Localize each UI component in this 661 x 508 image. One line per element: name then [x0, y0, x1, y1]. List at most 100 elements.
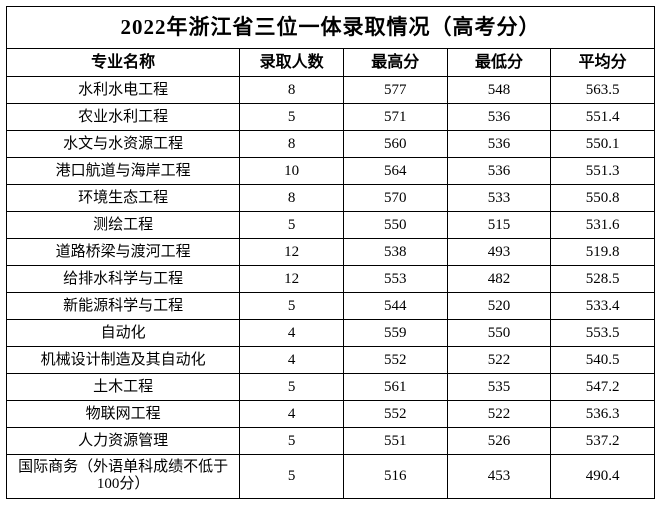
- table-row: 国际商务（外语单科成绩不低于100分）5516453490.4: [7, 455, 655, 499]
- header-name: 专业名称: [7, 49, 240, 77]
- table-row: 港口航道与海岸工程10564536551.3: [7, 158, 655, 185]
- cell-min: 515: [447, 212, 551, 239]
- cell-count: 8: [240, 185, 344, 212]
- cell-max: 577: [343, 77, 447, 104]
- cell-avg: 519.8: [551, 239, 655, 266]
- cell-min: 536: [447, 104, 551, 131]
- cell-name: 土木工程: [7, 374, 240, 401]
- cell-max: 516: [343, 455, 447, 499]
- cell-avg: 531.6: [551, 212, 655, 239]
- cell-name: 道路桥梁与渡河工程: [7, 239, 240, 266]
- cell-min: 533: [447, 185, 551, 212]
- cell-name: 新能源科学与工程: [7, 293, 240, 320]
- cell-name: 人力资源管理: [7, 428, 240, 455]
- cell-count: 5: [240, 212, 344, 239]
- cell-max: 552: [343, 347, 447, 374]
- title-row: 2022年浙江省三位一体录取情况（高考分）: [7, 7, 655, 49]
- cell-name: 测绘工程: [7, 212, 240, 239]
- table-row: 给排水科学与工程12553482528.5: [7, 266, 655, 293]
- cell-count: 5: [240, 428, 344, 455]
- cell-min: 522: [447, 347, 551, 374]
- cell-avg: 536.3: [551, 401, 655, 428]
- cell-name: 自动化: [7, 320, 240, 347]
- cell-max: 538: [343, 239, 447, 266]
- table-row: 人力资源管理5551526537.2: [7, 428, 655, 455]
- cell-count: 12: [240, 239, 344, 266]
- cell-avg: 537.2: [551, 428, 655, 455]
- cell-name: 国际商务（外语单科成绩不低于100分）: [7, 455, 240, 499]
- cell-max: 551: [343, 428, 447, 455]
- cell-min: 522: [447, 401, 551, 428]
- cell-name: 农业水利工程: [7, 104, 240, 131]
- cell-count: 8: [240, 77, 344, 104]
- cell-avg: 550.8: [551, 185, 655, 212]
- cell-count: 4: [240, 347, 344, 374]
- cell-max: 570: [343, 185, 447, 212]
- header-avg: 平均分: [551, 49, 655, 77]
- header-max: 最高分: [343, 49, 447, 77]
- cell-min: 535: [447, 374, 551, 401]
- cell-avg: 490.4: [551, 455, 655, 499]
- table-row: 测绘工程5550515531.6: [7, 212, 655, 239]
- cell-max: 559: [343, 320, 447, 347]
- cell-max: 564: [343, 158, 447, 185]
- cell-avg: 540.5: [551, 347, 655, 374]
- table-row: 道路桥梁与渡河工程12538493519.8: [7, 239, 655, 266]
- cell-max: 561: [343, 374, 447, 401]
- cell-count: 5: [240, 455, 344, 499]
- header-count: 录取人数: [240, 49, 344, 77]
- cell-avg: 547.2: [551, 374, 655, 401]
- cell-min: 550: [447, 320, 551, 347]
- table-row: 物联网工程4552522536.3: [7, 401, 655, 428]
- table-row: 土木工程5561535547.2: [7, 374, 655, 401]
- cell-max: 552: [343, 401, 447, 428]
- cell-name: 环境生态工程: [7, 185, 240, 212]
- cell-avg: 563.5: [551, 77, 655, 104]
- cell-min: 548: [447, 77, 551, 104]
- cell-max: 571: [343, 104, 447, 131]
- cell-name: 物联网工程: [7, 401, 240, 428]
- cell-min: 536: [447, 131, 551, 158]
- cell-avg: 551.3: [551, 158, 655, 185]
- cell-avg: 533.4: [551, 293, 655, 320]
- table-body: 水利水电工程8577548563.5农业水利工程5571536551.4水文与水…: [7, 77, 655, 499]
- cell-min: 526: [447, 428, 551, 455]
- cell-avg: 528.5: [551, 266, 655, 293]
- cell-avg: 551.4: [551, 104, 655, 131]
- cell-count: 5: [240, 104, 344, 131]
- cell-count: 12: [240, 266, 344, 293]
- cell-name: 机械设计制造及其自动化: [7, 347, 240, 374]
- cell-name: 水利水电工程: [7, 77, 240, 104]
- cell-count: 4: [240, 401, 344, 428]
- cell-avg: 550.1: [551, 131, 655, 158]
- cell-min: 536: [447, 158, 551, 185]
- cell-count: 4: [240, 320, 344, 347]
- cell-name: 港口航道与海岸工程: [7, 158, 240, 185]
- cell-max: 550: [343, 212, 447, 239]
- cell-count: 10: [240, 158, 344, 185]
- cell-name: 水文与水资源工程: [7, 131, 240, 158]
- cell-max: 560: [343, 131, 447, 158]
- table-row: 新能源科学与工程5544520533.4: [7, 293, 655, 320]
- admission-table: 2022年浙江省三位一体录取情况（高考分） 专业名称 录取人数 最高分 最低分 …: [6, 6, 655, 499]
- header-row: 专业名称 录取人数 最高分 最低分 平均分: [7, 49, 655, 77]
- table-title: 2022年浙江省三位一体录取情况（高考分）: [7, 7, 655, 49]
- cell-min: 453: [447, 455, 551, 499]
- cell-count: 8: [240, 131, 344, 158]
- table-row: 水利水电工程8577548563.5: [7, 77, 655, 104]
- cell-count: 5: [240, 374, 344, 401]
- cell-count: 5: [240, 293, 344, 320]
- table-row: 机械设计制造及其自动化4552522540.5: [7, 347, 655, 374]
- cell-min: 520: [447, 293, 551, 320]
- table-row: 水文与水资源工程8560536550.1: [7, 131, 655, 158]
- header-min: 最低分: [447, 49, 551, 77]
- table-row: 农业水利工程5571536551.4: [7, 104, 655, 131]
- cell-min: 482: [447, 266, 551, 293]
- cell-max: 544: [343, 293, 447, 320]
- cell-name: 给排水科学与工程: [7, 266, 240, 293]
- cell-avg: 553.5: [551, 320, 655, 347]
- cell-max: 553: [343, 266, 447, 293]
- table-row: 环境生态工程8570533550.8: [7, 185, 655, 212]
- table-row: 自动化4559550553.5: [7, 320, 655, 347]
- cell-min: 493: [447, 239, 551, 266]
